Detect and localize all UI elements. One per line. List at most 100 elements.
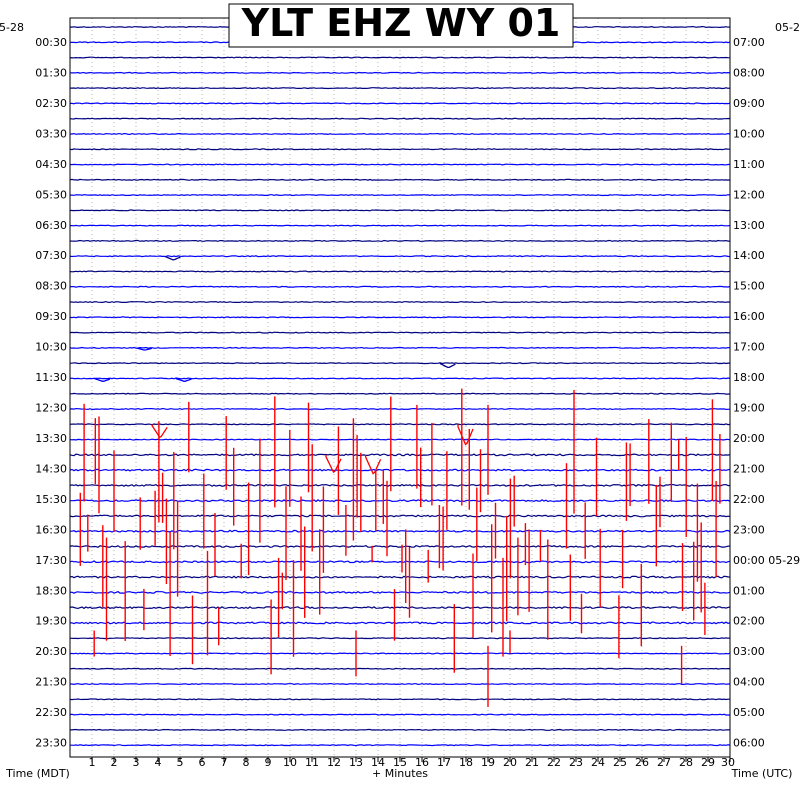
x-tick-label-21: 21 [525, 756, 539, 769]
event-mark-5 [457, 424, 474, 446]
left-time-label: 18:30 [35, 584, 67, 597]
trace-row-18 [70, 300, 731, 304]
trace-row-22 [70, 362, 730, 365]
x-tick-label-16: 16 [415, 756, 429, 769]
trace-row-28 [69, 453, 731, 457]
right-date-label: 05-2 [775, 21, 800, 34]
right-time-label: 05:00 [733, 706, 765, 719]
left-time-label: 10:30 [35, 341, 67, 354]
trace-row-11 [70, 194, 731, 197]
x-tick-label-8: 8 [243, 756, 250, 769]
x-tick-label-23: 23 [569, 756, 583, 769]
right-time-label: 20:00 [733, 432, 765, 445]
trace-row-39 [69, 621, 731, 625]
x-tick-label-30: 30 [721, 756, 735, 769]
left-time-label: 19:30 [35, 615, 67, 628]
x-tick-label-29: 29 [701, 756, 715, 769]
x-tick-label-15: 15 [393, 756, 407, 769]
left-time-label: 14:30 [35, 462, 67, 475]
x-axis-title: + Minutes [372, 767, 428, 780]
right-time-label: 14:00 [733, 249, 765, 262]
trace-row-15 [69, 255, 731, 258]
left-time-label: 21:30 [35, 676, 67, 689]
right-time-label: 09:00 [733, 97, 765, 110]
left-time-label: 06:30 [35, 219, 67, 232]
right-time-label: 02:00 [733, 615, 765, 628]
left-time-label: 03:30 [35, 127, 67, 140]
trace-row-47 [70, 744, 731, 747]
left-time-label: 11:30 [35, 371, 67, 384]
trace-row-35 [69, 560, 731, 564]
x-tick-label-24: 24 [591, 756, 605, 769]
event-mark-8 [364, 454, 382, 475]
trace-row-12 [69, 209, 731, 212]
chart-title: YLT EHZ WY 01 [241, 1, 561, 45]
right-time-label: 07:00 [733, 36, 765, 49]
left-time-label: 15:30 [35, 493, 67, 506]
right-time-label: 08:00 [733, 66, 765, 79]
event-mark-3 [94, 378, 111, 382]
trace-row-45 [69, 713, 730, 716]
left-date-label: 05-28 [0, 21, 24, 34]
trace-row-3 [69, 71, 731, 74]
x-tick-label-10: 10 [283, 756, 297, 769]
right-time-label: 10:00 [733, 127, 765, 140]
left-time-label: 02:30 [35, 97, 67, 110]
left-time-label: 01:30 [35, 66, 67, 79]
right-time-label: 03:00 [733, 645, 765, 658]
trace-row-7 [70, 132, 731, 136]
x-tick-label-22: 22 [547, 756, 561, 769]
trace-row-37 [69, 590, 731, 594]
right-time-label: 15:00 [733, 280, 765, 293]
left-time-label: 07:30 [35, 249, 67, 262]
trace-row-32 [69, 514, 731, 518]
right-time-label: 17:00 [733, 341, 765, 354]
x-tick-label-3: 3 [133, 756, 140, 769]
trace-row-8 [69, 148, 730, 151]
right-time-label: 11:00 [733, 158, 765, 171]
x-tick-label-18: 18 [459, 756, 473, 769]
right-time-label: 21:00 [733, 462, 765, 475]
trace-row-33 [70, 529, 731, 533]
right-time-label: 12:00 [733, 188, 765, 201]
x-tick-label-27: 27 [657, 756, 671, 769]
left-time-label: 23:30 [35, 737, 67, 750]
left-time-label: 12:30 [35, 402, 67, 415]
trace-row-27 [69, 438, 731, 441]
left-time-labels: 00:30 01:30 02:30 03:30 04:30 05:30 06:30 07:30… [35, 36, 67, 750]
left-time-label: 04:30 [35, 158, 67, 171]
x-tick-label-20: 20 [503, 756, 517, 769]
trace-row-31 [70, 499, 731, 503]
x-tick-label-12: 12 [327, 756, 341, 769]
x-tick-label-5: 5 [177, 756, 184, 769]
trace-row-36 [69, 575, 731, 579]
trace-row-23 [69, 377, 731, 380]
x-tick-label-11: 11 [305, 756, 319, 769]
x-tick-label-17: 17 [437, 756, 451, 769]
x-tick-label-2: 2 [111, 756, 118, 769]
event-spikes [79, 256, 721, 707]
right-axis-title: Time (UTC) [731, 767, 793, 780]
x-tick-label-13: 13 [349, 756, 363, 769]
trace-row-4 [70, 87, 731, 90]
seismic-traces [69, 25, 731, 747]
right-time-label: 16:00 [733, 310, 765, 323]
left-time-label: 09:30 [35, 310, 67, 323]
left-time-label: 22:30 [35, 706, 67, 719]
right-time-label: 19:00 [733, 402, 765, 415]
trace-row-20 [69, 331, 731, 334]
right-time-label: 04:00 [733, 676, 765, 689]
trace-row-25 [69, 407, 731, 411]
x-axis-ticks: 1 2 3 4 5 6 7 8 9 10 11 12 13 14 15 16 17 18 19 20 21 22 23 24 2… [89, 756, 736, 769]
trace-row-44 [69, 698, 730, 701]
event-mark-4 [175, 378, 192, 382]
trace-row-40 [69, 637, 731, 640]
left-time-label: 13:30 [35, 432, 67, 445]
x-tick-label-1: 1 [89, 756, 96, 769]
trace-row-46 [70, 728, 731, 731]
event-mark-1 [136, 347, 152, 351]
right-time-label: 01:00 [733, 584, 765, 597]
x-tick-label-25: 25 [613, 756, 627, 769]
trace-row-29 [69, 468, 731, 472]
